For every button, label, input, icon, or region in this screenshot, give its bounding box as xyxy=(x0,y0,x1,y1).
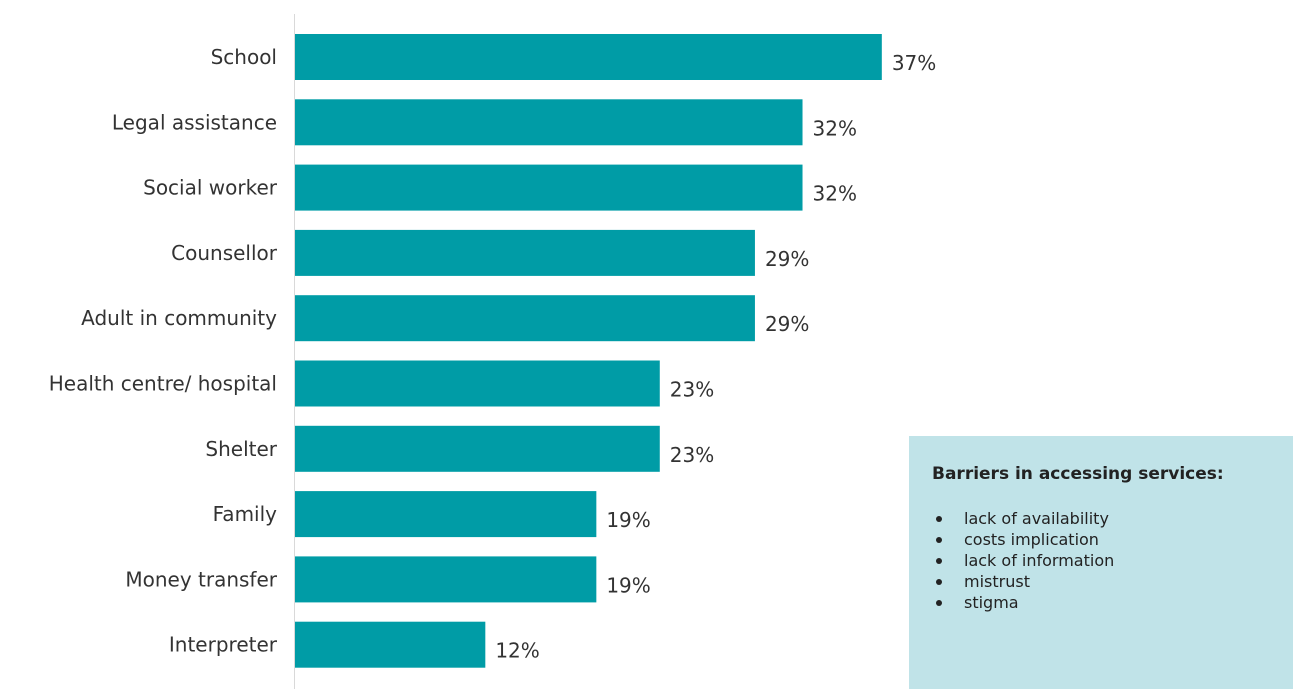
value-label: 32% xyxy=(813,116,857,140)
value-label: 12% xyxy=(495,639,539,663)
bar xyxy=(295,99,803,146)
value-label: 23% xyxy=(670,378,714,402)
category-label: Social worker xyxy=(143,176,278,200)
bullet-icon xyxy=(936,515,942,522)
bar xyxy=(295,34,882,80)
bar xyxy=(295,295,755,342)
bar xyxy=(295,164,803,211)
bullet-icon xyxy=(936,536,942,543)
category-label: Family xyxy=(213,502,278,526)
value-label: 29% xyxy=(765,247,809,271)
list-item-text: mistrust xyxy=(964,572,1030,591)
list-item-text: lack of availability xyxy=(964,509,1109,528)
category-label: Health centre/ hospital xyxy=(49,372,277,396)
list-item-text: lack of information xyxy=(964,551,1115,570)
category-label: Shelter xyxy=(205,437,277,461)
list-item-text: stigma xyxy=(964,593,1019,612)
list-item: mistrust xyxy=(932,571,1293,592)
bars-group: School 37% Legal assistance 32% Social worke… xyxy=(49,34,936,668)
list-item-text: costs implication xyxy=(964,530,1099,549)
bar xyxy=(295,229,755,276)
bullet-icon xyxy=(936,557,942,564)
bar xyxy=(295,491,597,538)
category-label: Money transfer xyxy=(125,567,277,591)
list-item: lack of information xyxy=(932,550,1293,571)
value-label: 29% xyxy=(765,312,809,336)
bar xyxy=(295,360,660,407)
category-label: Interpreter xyxy=(169,633,278,657)
bar xyxy=(295,556,597,603)
bullet-icon xyxy=(936,578,942,585)
bar xyxy=(295,425,660,472)
bar xyxy=(295,621,486,668)
category-label: Counsellor xyxy=(171,241,278,265)
value-label: 19% xyxy=(606,573,650,597)
barriers-info-box: Barriers in accessing services: lack of … xyxy=(909,436,1293,689)
barriers-list: lack of availability costs implication l… xyxy=(932,508,1293,613)
value-label: 32% xyxy=(813,182,857,206)
list-item: costs implication xyxy=(932,529,1293,550)
info-box-title: Barriers in accessing services: xyxy=(932,464,1224,484)
category-label: Legal assistance xyxy=(112,110,277,134)
value-label: 37% xyxy=(892,51,936,75)
list-item: lack of availability xyxy=(932,508,1293,529)
value-label: 23% xyxy=(670,443,714,467)
category-label: School xyxy=(211,45,277,69)
list-item: stigma xyxy=(932,592,1293,613)
bullet-icon xyxy=(936,599,942,606)
value-label: 19% xyxy=(606,508,650,532)
category-label: Adult in community xyxy=(81,306,277,330)
